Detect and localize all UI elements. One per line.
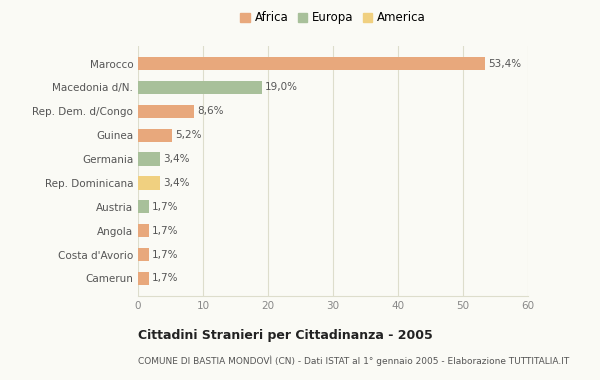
Bar [138, 224, 149, 237]
Bar [138, 128, 172, 142]
Legend: Africa, Europa, America: Africa, Europa, America [238, 9, 428, 27]
Text: 53,4%: 53,4% [488, 59, 521, 68]
Text: 8,6%: 8,6% [197, 106, 224, 116]
Text: 3,4%: 3,4% [163, 178, 190, 188]
Bar [138, 81, 262, 94]
Text: 1,7%: 1,7% [152, 250, 179, 260]
Text: 3,4%: 3,4% [163, 154, 190, 164]
Bar [138, 105, 194, 118]
Text: 1,7%: 1,7% [152, 226, 179, 236]
Text: 1,7%: 1,7% [152, 274, 179, 283]
Bar [138, 57, 485, 70]
Bar [138, 248, 149, 261]
Text: 19,0%: 19,0% [265, 82, 298, 92]
Text: 5,2%: 5,2% [175, 130, 202, 140]
Bar [138, 152, 160, 166]
Text: COMUNE DI BASTIA MONDOVÌ (CN) - Dati ISTAT al 1° gennaio 2005 - Elaborazione TUT: COMUNE DI BASTIA MONDOVÌ (CN) - Dati IST… [138, 355, 569, 366]
Bar [138, 272, 149, 285]
Text: 1,7%: 1,7% [152, 202, 179, 212]
Bar [138, 176, 160, 190]
Text: Cittadini Stranieri per Cittadinanza - 2005: Cittadini Stranieri per Cittadinanza - 2… [138, 329, 433, 342]
Bar [138, 200, 149, 214]
